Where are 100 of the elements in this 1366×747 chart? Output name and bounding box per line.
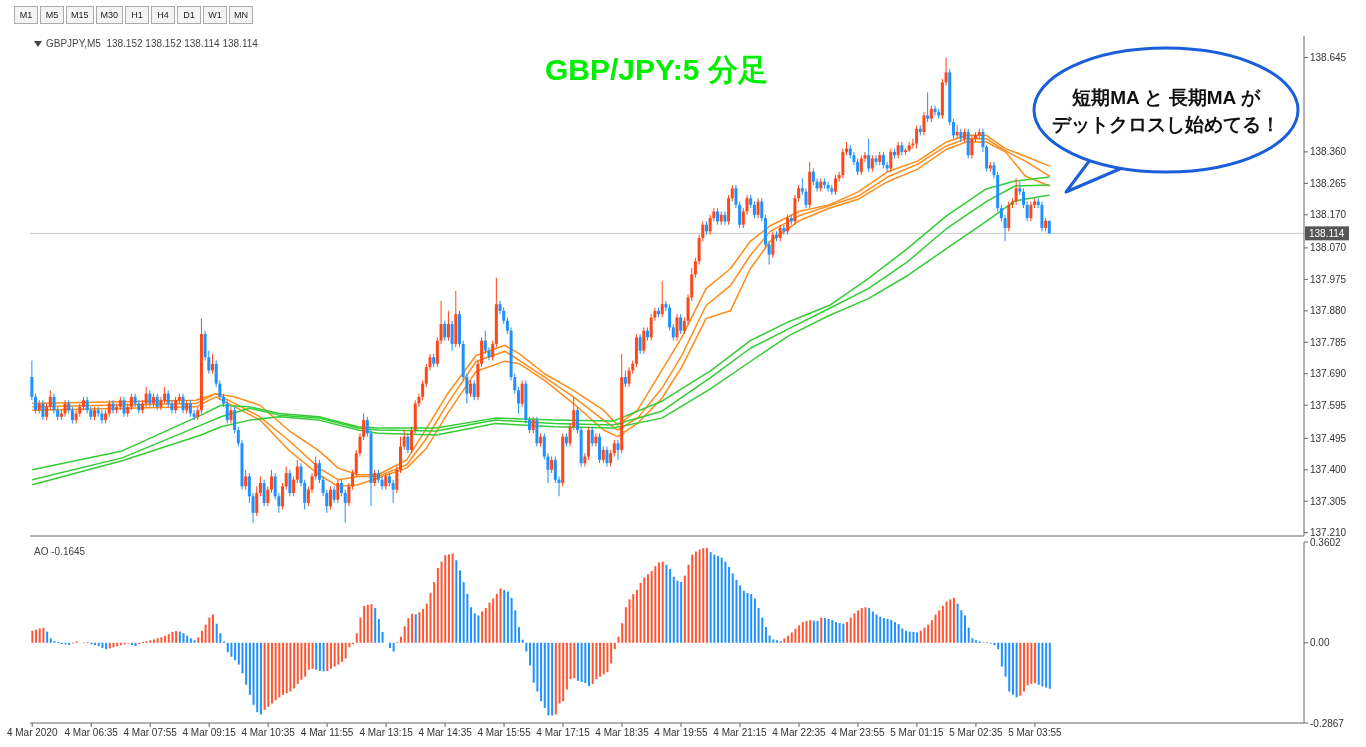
bar [270, 642, 273, 704]
bar [470, 607, 473, 643]
candlestick [668, 303, 672, 332]
bar [488, 602, 491, 643]
bar [787, 635, 790, 643]
candlestick [52, 393, 56, 414]
candlestick [380, 475, 384, 491]
bar [646, 574, 649, 643]
bar [433, 582, 436, 643]
y-tick-label: 137.210 [1310, 527, 1347, 539]
bar [436, 568, 439, 643]
candlestick [590, 426, 594, 448]
bar [289, 642, 292, 692]
bar [529, 642, 532, 666]
bar [602, 642, 605, 675]
candlestick [955, 124, 959, 140]
candlestick [402, 429, 406, 451]
bar [304, 642, 307, 677]
bar [477, 615, 480, 643]
bar [160, 637, 163, 643]
bar [49, 638, 52, 643]
bar [886, 619, 889, 643]
bar [901, 628, 904, 643]
y-tick-label: 137.880 [1310, 305, 1347, 317]
y-tick-label: 138.070 [1310, 242, 1347, 254]
bar [462, 582, 465, 643]
bar [318, 642, 321, 672]
candlestick [1029, 201, 1033, 222]
x-tick-label: 4 Mar 15:55 [477, 727, 532, 739]
candlestick [292, 475, 296, 497]
bar [997, 642, 1000, 650]
text: MN [229, 6, 254, 24]
candlestick [535, 416, 539, 448]
bar [1045, 642, 1048, 688]
bar [849, 617, 852, 643]
candlestick [1014, 177, 1018, 206]
bar [458, 570, 461, 643]
bar [274, 642, 277, 701]
bar [315, 642, 318, 670]
bar [698, 549, 701, 643]
bar [757, 608, 760, 643]
bar [621, 623, 624, 643]
chart-subtitle: GBPJPY,M5 138.152 138.152 138.114 138.114 [46, 38, 258, 49]
bar [665, 564, 668, 643]
candlestick [48, 389, 52, 411]
candlestick [922, 111, 926, 136]
bar [42, 627, 45, 643]
bar [562, 642, 565, 702]
bar [481, 611, 484, 643]
bar [853, 613, 856, 643]
bar [864, 607, 867, 643]
bar [580, 642, 583, 682]
bar [617, 636, 620, 643]
bar [599, 642, 602, 677]
bar [407, 618, 410, 643]
bar [658, 562, 661, 643]
bar [267, 642, 270, 707]
bar [912, 631, 915, 643]
candlestick [122, 396, 126, 418]
candlestick [605, 446, 609, 467]
x-tick-label: 4 Mar 22:35 [772, 727, 827, 739]
bar [764, 627, 767, 643]
candlestick [1025, 201, 1029, 222]
text: D1 [177, 6, 202, 24]
bar [838, 623, 841, 643]
candlestick [181, 393, 185, 414]
bar [506, 591, 509, 643]
candlestick [41, 399, 45, 421]
bar [536, 642, 539, 692]
bar [831, 620, 834, 643]
bar [949, 599, 952, 643]
bar [381, 631, 384, 643]
bar [418, 612, 421, 643]
bar [189, 638, 192, 643]
y-tick-label: 137.975 [1310, 273, 1347, 285]
bar [1041, 642, 1044, 687]
bar [934, 614, 937, 643]
bar [186, 635, 189, 643]
bar [388, 642, 391, 649]
bar [296, 642, 299, 684]
bar [1019, 642, 1022, 696]
bar [503, 589, 506, 643]
bar [473, 613, 476, 643]
x-tick-label: 5 Mar 02:35 [949, 727, 1004, 739]
bar [930, 620, 933, 643]
candlestick [616, 439, 620, 461]
bar [724, 561, 727, 643]
bar [1022, 642, 1025, 692]
bar [956, 603, 959, 643]
bar [495, 593, 498, 643]
bar [1048, 642, 1051, 689]
bar [857, 610, 860, 643]
candlestick [491, 340, 495, 361]
bar [1026, 642, 1029, 686]
candlestick [723, 211, 727, 226]
bar [798, 625, 801, 643]
text: M1 [14, 6, 38, 24]
bar [370, 604, 373, 643]
x-tick-label: 5 Mar 03:55 [1008, 727, 1063, 739]
bar [1008, 642, 1011, 692]
